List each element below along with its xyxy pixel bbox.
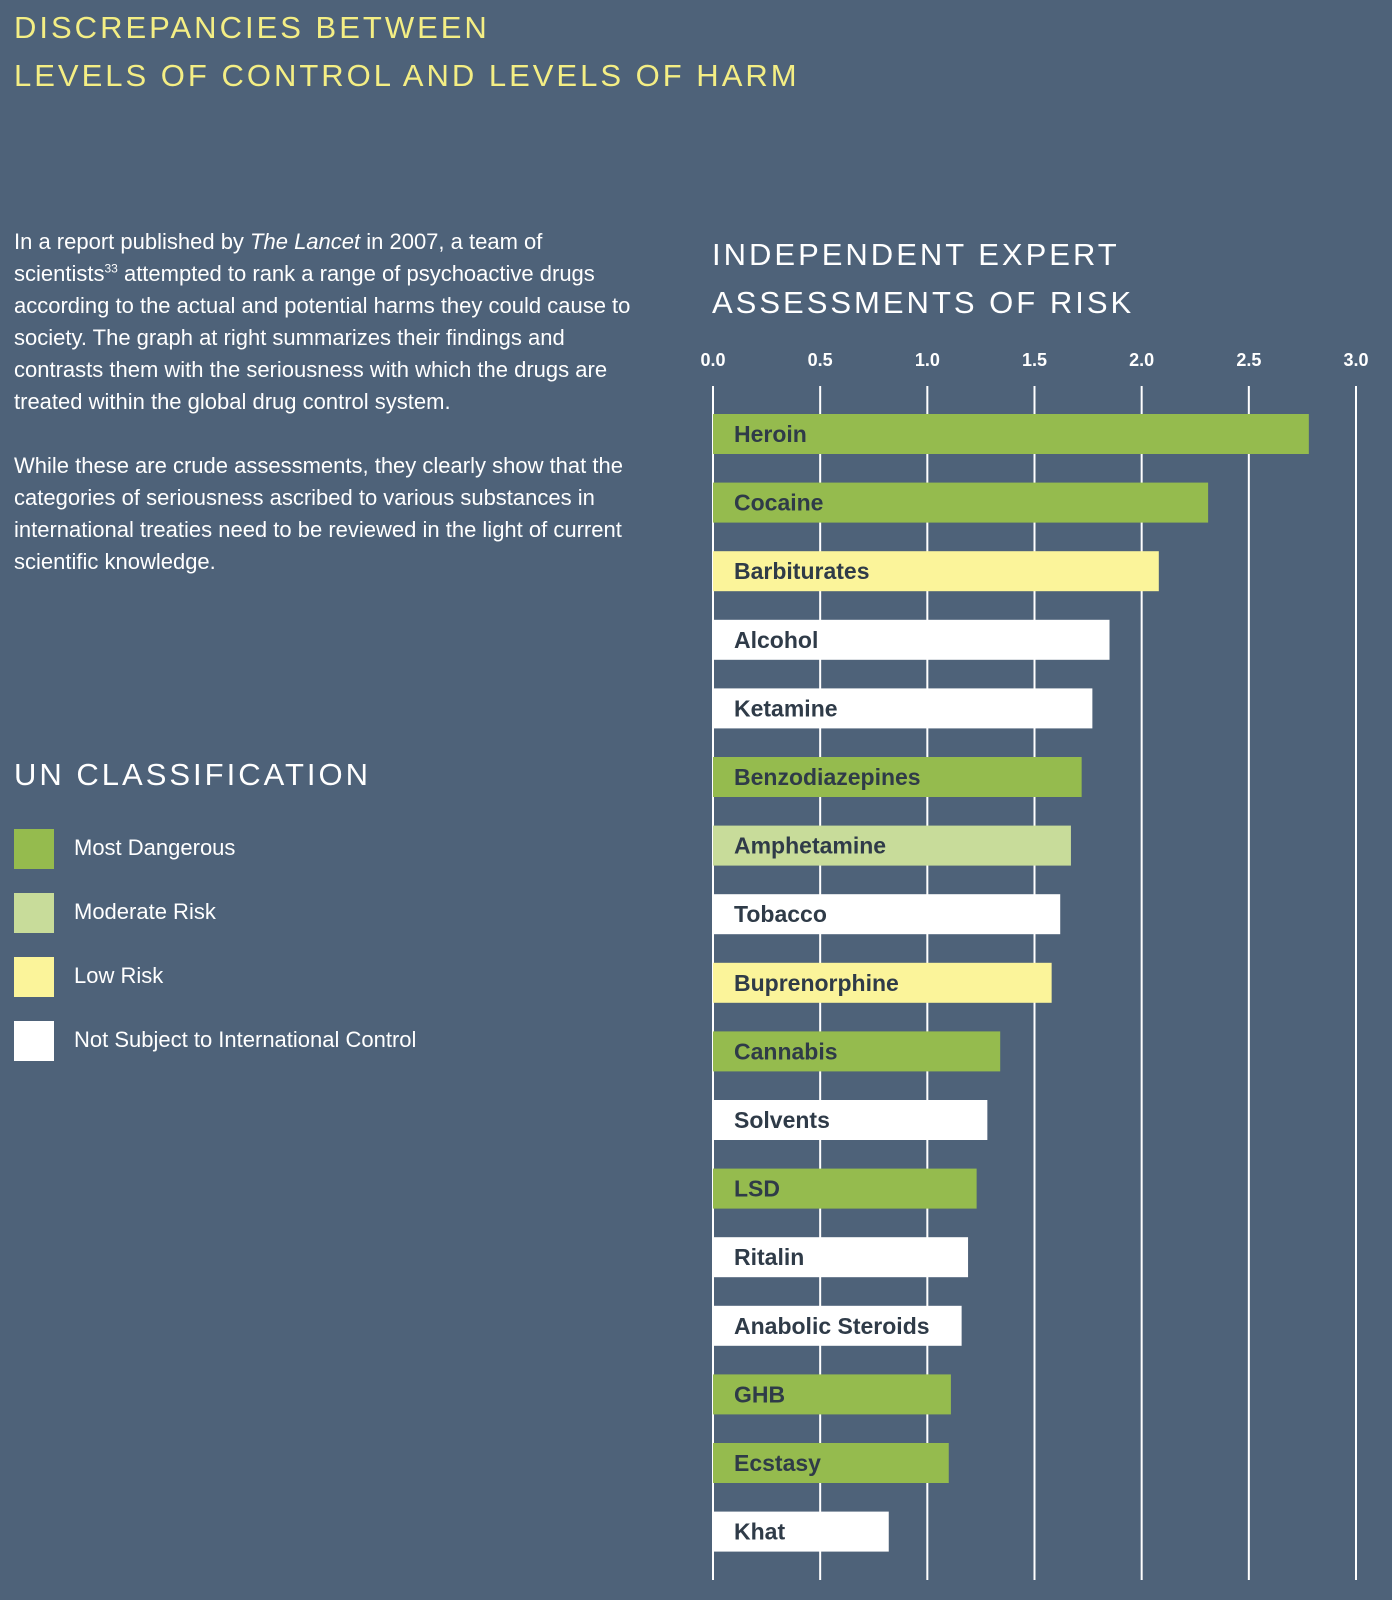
- intro-text: In a report published by The Lancet in 2…: [14, 226, 634, 610]
- legend-swatch: [14, 829, 54, 869]
- bar-label: Anabolic Steroids: [734, 1313, 930, 1339]
- bar-label: Tobacco: [734, 901, 827, 927]
- bar: [713, 1031, 1001, 1072]
- bar-label: Solvents: [734, 1107, 830, 1133]
- x-tick-label: 2.5: [1236, 350, 1261, 370]
- bar: [713, 619, 1110, 660]
- bar-label: Amphetamine: [734, 833, 886, 859]
- bar: [713, 1511, 889, 1552]
- legend-swatch: [14, 957, 54, 997]
- bar: [713, 894, 1061, 935]
- bar-label: Cocaine: [734, 490, 823, 516]
- legend-label: Not Subject to International Control: [74, 1027, 417, 1052]
- bar: [713, 551, 1159, 592]
- legend-label: Most Dangerous: [74, 835, 236, 860]
- bar-label: Buprenorphine: [734, 970, 899, 996]
- bar-label: Benzodiazepines: [734, 764, 921, 790]
- chart-title-line-1: INDEPENDENT EXPERT: [712, 237, 1120, 272]
- bar: [713, 962, 1052, 1003]
- page-title-line-2: LEVELS OF CONTROL AND LEVELS OF HARM: [14, 58, 800, 93]
- bar: [713, 757, 1082, 797]
- legend-label: Low Risk: [74, 963, 164, 988]
- legend-label: Moderate Risk: [74, 899, 216, 924]
- intro-paragraph-2: While these are crude assessments, they …: [14, 453, 623, 574]
- bar: [713, 414, 1309, 454]
- bar-label: LSD: [734, 1176, 780, 1202]
- intro-p1-mid: in 2007, a team of scientists: [14, 229, 543, 286]
- bar-label: Heroin: [734, 421, 807, 447]
- x-tick-label: 1.5: [1022, 350, 1047, 370]
- legend-swatch: [14, 1021, 54, 1061]
- page-title-line-1: DISCREPANCIES BETWEEN: [14, 10, 490, 45]
- bar-label: Barbiturates: [734, 558, 869, 584]
- chart-title: INDEPENDENT EXPERT ASSESSMENTS OF RISK: [712, 231, 1134, 327]
- bar: [713, 1237, 969, 1278]
- publication-name: The Lancet: [250, 229, 361, 254]
- bar-label: Ketamine: [734, 695, 838, 721]
- legend-swatch: [14, 893, 54, 933]
- page-title: DISCREPANCIES BETWEEN LEVELS OF CONTROL …: [14, 4, 800, 100]
- bar-label: Cannabis: [734, 1038, 838, 1064]
- footnote-ref: 33: [104, 261, 118, 276]
- x-tick-label: 2.0: [1129, 350, 1154, 370]
- bar-label: GHB: [734, 1381, 785, 1407]
- bar: [713, 1168, 977, 1209]
- bar: [713, 825, 1071, 866]
- bar: [713, 688, 1093, 729]
- intro-p1-end: attempted to rank a range of psychoactiv…: [14, 261, 631, 414]
- x-tick-label: 3.0: [1343, 350, 1368, 370]
- intro-p1-start: In a report published by: [14, 229, 251, 254]
- bar-label: Khat: [734, 1519, 785, 1545]
- bar: [713, 1100, 988, 1140]
- bar: [713, 1443, 949, 1483]
- chart-title-line-2: ASSESSMENTS OF RISK: [712, 285, 1135, 320]
- bar-label: Ritalin: [734, 1244, 804, 1270]
- bar-label: Ecstasy: [734, 1450, 821, 1476]
- bar: [713, 482, 1209, 523]
- bar-label: Alcohol: [734, 627, 818, 653]
- x-tick-label: 0.0: [700, 350, 725, 370]
- x-tick-label: 0.5: [808, 350, 833, 370]
- bar: [713, 1374, 951, 1415]
- intro-paragraph-1: In a report published by The Lancet in 2…: [14, 226, 634, 418]
- x-tick-label: 1.0: [915, 350, 940, 370]
- legend-title: UN CLASSIFICATION: [14, 757, 372, 792]
- bar: [713, 1305, 962, 1346]
